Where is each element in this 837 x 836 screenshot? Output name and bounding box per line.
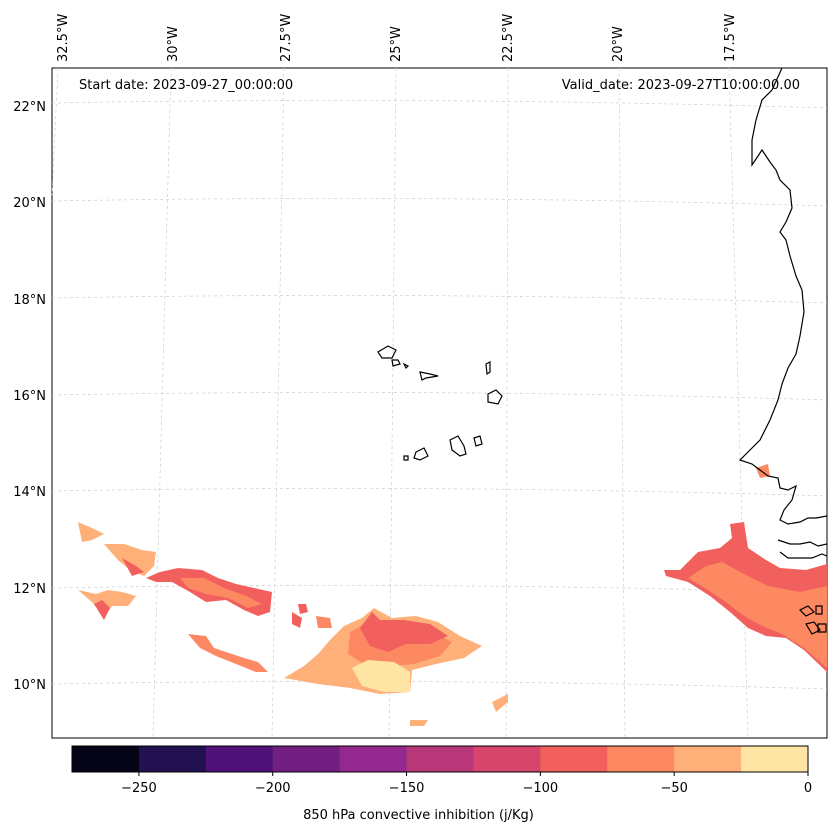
cin-region-cv-south-core bbox=[360, 612, 448, 652]
colorbar-tick-label: −150 bbox=[389, 781, 425, 796]
island-santiago bbox=[449, 435, 467, 457]
cin-contours bbox=[78, 464, 827, 726]
cin-region-small-se bbox=[492, 694, 508, 712]
colorbar-tick-label: 0 bbox=[804, 781, 812, 796]
lat-label-2: 18°N bbox=[13, 293, 46, 308]
cin-region-sw bbox=[188, 634, 268, 672]
lat-label-4: 14°N bbox=[13, 485, 46, 500]
start-date-label: Start date: 2023-09-27_00:00:00 bbox=[79, 78, 294, 93]
lon-label-0: 32.5°W bbox=[56, 14, 71, 62]
cin-region-coast-inner bbox=[688, 562, 827, 668]
colorbar-tick-label: −100 bbox=[523, 781, 559, 796]
cin-region-cv-south-light bbox=[352, 660, 410, 692]
cin-region-west-4 bbox=[78, 590, 136, 618]
africa-coastline bbox=[738, 67, 828, 525]
lat-label-0: 22°N bbox=[13, 100, 46, 115]
island-maio bbox=[473, 435, 483, 447]
island-santa-luzia bbox=[402, 362, 410, 370]
colorbar-swatch bbox=[72, 746, 140, 772]
coastlines bbox=[377, 67, 828, 635]
cin-region-mid-band-3 bbox=[292, 612, 302, 628]
island-brava bbox=[403, 455, 409, 461]
cin-region-west-2 bbox=[104, 544, 156, 576]
gambia-coast bbox=[777, 539, 828, 547]
colorbar-swatch bbox=[540, 746, 608, 772]
lat-label-5: 12°N bbox=[13, 582, 46, 597]
lat-label-3: 16°N bbox=[13, 389, 46, 404]
lat-label-1: 20°N bbox=[13, 196, 46, 211]
cin-region-mid-band-2 bbox=[298, 604, 308, 614]
colorbar-swatch bbox=[741, 746, 809, 772]
cin-region-mid-band-4 bbox=[316, 616, 332, 628]
lon-label-5: 20°W bbox=[611, 26, 626, 62]
colorbar-tick-label: −50 bbox=[660, 781, 687, 796]
cin-region-mid-band-inner bbox=[180, 578, 262, 608]
colorbar-swatch bbox=[473, 746, 541, 772]
colorbar-label: 850 hPa convective inhibition (j/Kg) bbox=[303, 808, 534, 823]
island-sal bbox=[485, 361, 491, 376]
cin-region-west bbox=[78, 522, 104, 542]
colorbar-tick-label: −200 bbox=[255, 781, 291, 796]
colorbar-swatch bbox=[205, 746, 274, 772]
island-sao-vicente bbox=[391, 359, 401, 367]
lon-label-2: 27.5°W bbox=[279, 14, 294, 62]
colorbar-swatch bbox=[674, 746, 742, 772]
colorbar-swatch bbox=[406, 746, 474, 772]
lon-labels: 32.5°W 30°W 27.5°W 25°W 22.5°W 20°W 17.5… bbox=[56, 14, 738, 62]
colorbar-frame bbox=[71, 745, 809, 773]
lon-label-1: 30°W bbox=[166, 26, 181, 62]
island-santo-antao bbox=[377, 345, 397, 359]
colorbar-tick-label: −250 bbox=[121, 781, 157, 796]
valid-date-label: Valid_date: 2023-09-27T10:00:00.00 bbox=[561, 78, 800, 93]
lat-label-6: 10°N bbox=[13, 678, 46, 693]
cin-region-west-3 bbox=[122, 558, 144, 576]
colorbar-ticks: −250 −200 −150 −100 −50 0 bbox=[121, 772, 812, 796]
colorbar-swatch bbox=[607, 746, 675, 772]
lat-labels: 22°N 20°N 18°N 16°N 14°N 12°N 10°N bbox=[13, 100, 46, 693]
cin-region-small-s bbox=[410, 720, 428, 726]
colorbar-swatch bbox=[138, 746, 207, 772]
island-boa-vista bbox=[487, 389, 503, 405]
cin-region-west-5 bbox=[94, 600, 110, 620]
colorbar-swatch bbox=[272, 746, 341, 772]
colorbar-swatch bbox=[339, 746, 408, 772]
island-fogo bbox=[413, 447, 429, 461]
bissagos bbox=[798, 605, 827, 635]
colorbar bbox=[72, 746, 809, 772]
lon-label-6: 17.5°W bbox=[723, 14, 738, 62]
lon-label-4: 22.5°W bbox=[501, 14, 516, 62]
lon-label-3: 25°W bbox=[389, 26, 404, 62]
island-sao-nicolau bbox=[419, 371, 439, 381]
guinea-coast bbox=[779, 551, 828, 559]
